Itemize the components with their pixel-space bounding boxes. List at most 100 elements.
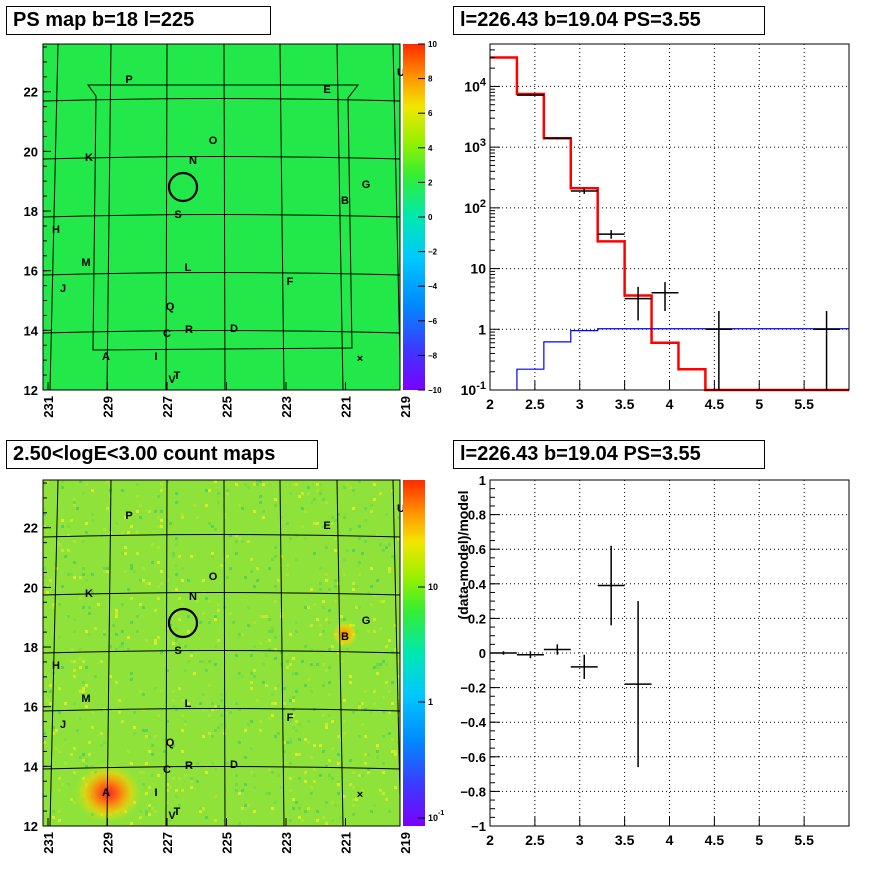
noise-pixel: [73, 561, 76, 564]
noise-pixel: [274, 555, 277, 558]
noise-pixel: [286, 714, 289, 717]
noise-pixel: [139, 504, 142, 507]
noise-pixel: [97, 603, 100, 606]
noise-pixel: [175, 537, 178, 540]
colorbar-tick-label: 8: [428, 75, 433, 84]
noise-pixel: [178, 687, 181, 690]
noise-pixel: [58, 636, 61, 639]
noise-pixel: [313, 522, 316, 525]
ps-map-colorbar: [403, 44, 425, 390]
x-tick-label: 4.5: [705, 396, 725, 412]
noise-pixel: [316, 522, 319, 525]
noise-pixel: [142, 567, 145, 570]
noise-pixel: [115, 522, 118, 525]
noise-pixel: [127, 648, 130, 651]
noise-pixel: [274, 546, 277, 549]
source-label-m: M: [81, 693, 90, 705]
noise-pixel: [289, 633, 292, 636]
noise-pixel: [103, 633, 106, 636]
noise-pixel: [241, 540, 244, 543]
noise-pixel: [85, 531, 88, 534]
noise-pixel: [367, 591, 370, 594]
x-tick-label: 231: [41, 396, 56, 418]
noise-pixel: [334, 579, 337, 582]
noise-pixel: [328, 774, 331, 777]
noise-pixel: [115, 609, 118, 612]
noise-pixel: [256, 699, 259, 702]
noise-pixel: [52, 588, 55, 591]
noise-pixel: [121, 630, 124, 633]
noise-pixel: [214, 768, 217, 771]
ps-map-colorbar-ticks: 10 8 6 4 2 0 −2 −4 −6 −8 −10: [418, 40, 442, 395]
noise-pixel: [346, 549, 349, 552]
noise-pixel: [265, 792, 268, 795]
noise-pixel: [283, 687, 286, 690]
noise-pixel: [328, 648, 331, 651]
noise-pixel: [328, 681, 331, 684]
noise-pixel: [283, 750, 286, 753]
source-label-t: T: [174, 370, 181, 382]
noise-pixel: [136, 495, 139, 498]
noise-pixel: [298, 816, 301, 819]
noise-pixel: [256, 567, 259, 570]
noise-pixel: [352, 771, 355, 774]
noise-pixel: [388, 711, 391, 714]
noise-pixel: [145, 810, 148, 813]
noise-pixel: [319, 588, 322, 591]
noise-pixel: [340, 615, 343, 618]
source-label-o: O: [209, 135, 218, 147]
noise-pixel: [385, 546, 388, 549]
noise-pixel: [187, 702, 190, 705]
y-tick-label: 22: [24, 521, 38, 536]
count-map-title: 2.50<logE<3.00 count maps: [6, 440, 318, 469]
noise-pixel: [319, 633, 322, 636]
noise-pixel: [169, 624, 172, 627]
noise-pixel: [376, 663, 379, 666]
noise-pixel: [244, 756, 247, 759]
ps-map-grid: [42, 43, 401, 391]
noise-pixel: [238, 672, 241, 675]
noise-pixel: [46, 699, 49, 702]
noise-pixel: [103, 570, 106, 573]
noise-pixel: [115, 633, 118, 636]
noise-pixel: [310, 786, 313, 789]
noise-pixel: [259, 642, 262, 645]
noise-pixel: [343, 486, 346, 489]
noise-pixel: [208, 732, 211, 735]
noise-pixel: [331, 819, 334, 822]
noise-pixel: [250, 558, 253, 561]
noise-pixel: [373, 630, 376, 633]
noise-pixel: [376, 666, 379, 669]
noise-pixel: [319, 483, 322, 486]
noise-pixel: [208, 621, 211, 624]
colorbar-tick-label: 1: [428, 697, 433, 707]
y-tick-label: −0.6: [460, 750, 486, 765]
noise-pixel: [352, 489, 355, 492]
noise-pixel: [352, 798, 355, 801]
noise-pixel: [322, 525, 325, 528]
noise-pixel: [367, 771, 370, 774]
noise-pixel: [166, 519, 169, 522]
noise-pixel: [58, 810, 61, 813]
noise-pixel: [292, 657, 295, 660]
noise-pixel: [214, 618, 217, 621]
noise-pixel: [250, 672, 253, 675]
noise-pixel: [160, 690, 163, 693]
noise-pixel: [205, 597, 208, 600]
noise-pixel: [73, 576, 76, 579]
noise-pixel: [358, 705, 361, 708]
noise-pixel: [166, 789, 169, 792]
count-map-hotspot-b: [332, 620, 358, 648]
noise-pixel: [235, 702, 238, 705]
noise-pixel: [88, 612, 91, 615]
noise-pixel: [325, 618, 328, 621]
noise-pixel: [52, 732, 55, 735]
noise-pixel: [121, 642, 124, 645]
x-tick-label: 5.5: [794, 832, 814, 848]
source-label-j: J: [60, 719, 66, 731]
noise-pixel: [352, 582, 355, 585]
y-tick-label: 20: [24, 580, 38, 595]
noise-pixel: [334, 804, 337, 807]
noise-pixel: [364, 519, 367, 522]
noise-pixel: [328, 693, 331, 696]
